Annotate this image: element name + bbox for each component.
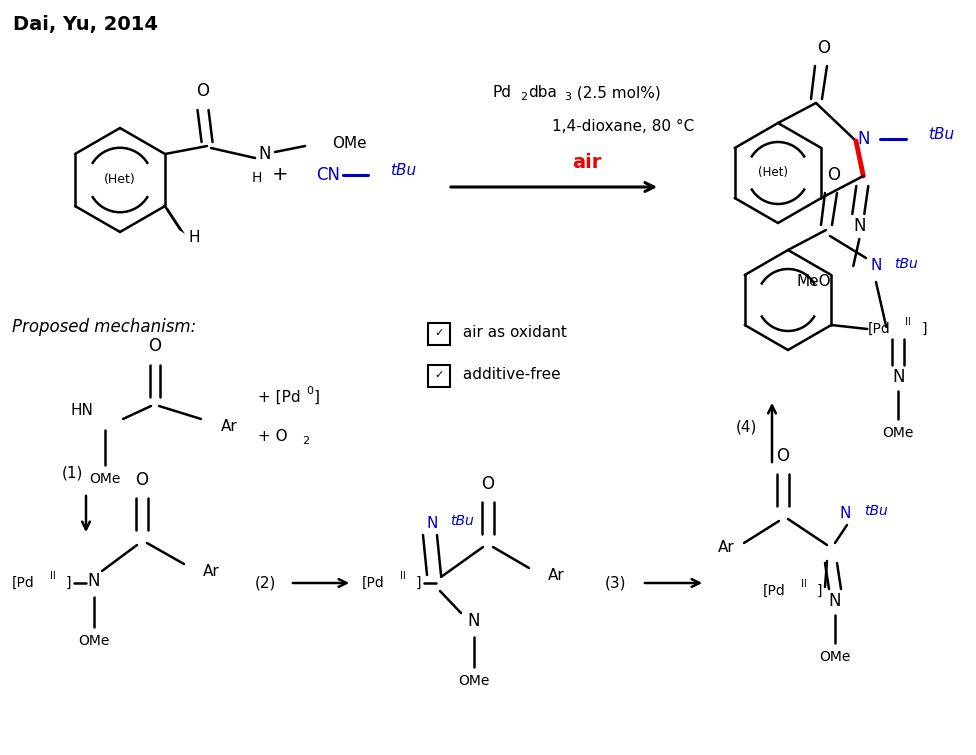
Text: II: II [50, 571, 56, 581]
Text: (4): (4) [736, 420, 757, 434]
Text: O: O [136, 471, 148, 489]
Text: additive-free: additive-free [458, 368, 560, 383]
Text: ]: ] [921, 322, 927, 336]
Text: OMe: OMe [332, 137, 367, 152]
Text: O: O [148, 337, 161, 355]
Text: II: II [801, 579, 807, 589]
Text: tBu: tBu [928, 128, 955, 143]
Text: ]: ] [314, 390, 320, 405]
Text: HN: HN [70, 403, 93, 418]
Text: 3: 3 [564, 92, 571, 102]
Text: +: + [271, 165, 288, 184]
Text: 2: 2 [302, 436, 309, 446]
Text: [Pd: [Pd [763, 584, 786, 598]
Text: tBu: tBu [894, 257, 917, 271]
Text: II: II [906, 317, 911, 327]
Text: Ar: Ar [718, 540, 735, 554]
Text: (1): (1) [61, 466, 83, 480]
Text: (2): (2) [255, 575, 275, 590]
Text: OMe: OMe [78, 634, 109, 648]
Text: ✓: ✓ [434, 370, 444, 380]
Text: (3): (3) [604, 575, 626, 590]
Text: Ar: Ar [548, 568, 565, 583]
Text: Pd: Pd [492, 85, 511, 100]
Text: OMe: OMe [882, 426, 914, 440]
Text: N: N [839, 506, 851, 520]
Polygon shape [162, 204, 185, 234]
Text: Ar: Ar [221, 420, 238, 434]
Text: N: N [88, 572, 101, 590]
Text: O: O [196, 82, 210, 100]
Text: N: N [858, 130, 871, 148]
Text: O: O [777, 447, 790, 465]
Text: Dai, Yu, 2014: Dai, Yu, 2014 [13, 16, 158, 35]
Text: O: O [481, 475, 495, 493]
Text: + O: + O [258, 430, 288, 445]
Text: (Het): (Het) [104, 174, 136, 186]
Text: air as oxidant: air as oxidant [458, 325, 567, 341]
Text: Proposed mechanism:: Proposed mechanism: [12, 318, 196, 336]
Text: [Pd: [Pd [12, 576, 35, 590]
Text: tBu: tBu [390, 164, 416, 178]
Text: O: O [828, 166, 840, 184]
Text: N: N [829, 592, 841, 610]
Text: Ar: Ar [203, 563, 220, 578]
Bar [428, 323, 450, 345]
Text: OMe: OMe [90, 472, 121, 486]
Text: N: N [468, 612, 480, 630]
Text: OMe: OMe [459, 674, 490, 688]
Text: O: O [818, 39, 831, 57]
Text: dba: dba [528, 85, 557, 100]
Text: tBu: tBu [864, 504, 888, 518]
Text: tBu: tBu [450, 514, 473, 528]
Bar [428, 365, 450, 387]
Text: H: H [188, 230, 200, 245]
Text: N: N [892, 368, 905, 386]
Text: N: N [427, 516, 437, 531]
Text: ]: ] [416, 576, 422, 590]
Text: (Het): (Het) [758, 167, 788, 180]
Text: ]: ] [66, 576, 71, 590]
Text: 0: 0 [306, 386, 313, 396]
Text: OMe: OMe [819, 650, 851, 664]
Text: ]: ] [817, 584, 823, 598]
Text: (2.5 mol%): (2.5 mol%) [572, 85, 661, 100]
Text: air: air [572, 153, 601, 171]
Text: N: N [259, 145, 271, 163]
Text: II: II [400, 571, 406, 581]
Text: ✓: ✓ [434, 328, 444, 338]
Text: N: N [871, 258, 881, 273]
Text: [Pd: [Pd [868, 322, 890, 336]
Text: N: N [853, 217, 866, 235]
Text: MeO: MeO [796, 275, 832, 289]
Text: + [Pd: + [Pd [258, 390, 301, 405]
Text: [Pd: [Pd [362, 576, 385, 590]
Text: CN: CN [316, 166, 340, 184]
Text: H: H [252, 171, 263, 185]
Text: 1,4-dioxane, 80 °C: 1,4-dioxane, 80 °C [552, 119, 694, 134]
Text: 2: 2 [520, 92, 527, 102]
